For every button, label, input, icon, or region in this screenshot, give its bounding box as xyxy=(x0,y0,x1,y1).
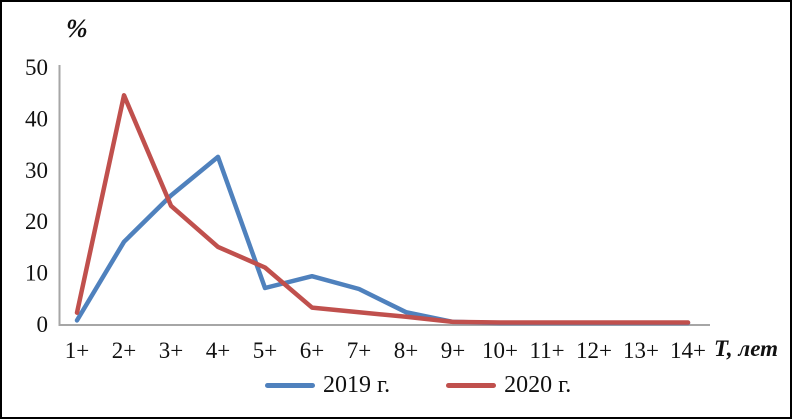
x-tick-label: 1+ xyxy=(65,338,89,363)
x-tick-label: 3+ xyxy=(159,338,183,363)
x-tick-label: 10+ xyxy=(482,338,518,363)
line-chart-plot: 0 10 20 30 40 50 1+ 2+ 3+ 4+ 5+ 6+ 7+ 8+ 9+ 10+ 11+ 12+ 13… xyxy=(25,55,710,363)
legend-item-2020: 2020 г. xyxy=(446,372,571,399)
series-line-2019 xyxy=(74,154,691,326)
x-tick-label: 14+ xyxy=(670,338,706,363)
legend: 2019 г. 2020 г. xyxy=(265,372,571,399)
x-tick-label: 12+ xyxy=(576,338,612,363)
x-tick-label: 11+ xyxy=(529,338,564,363)
y-tick-label: 0 xyxy=(37,312,49,337)
x-tick-label: 13+ xyxy=(623,338,659,363)
x-tick-label: 6+ xyxy=(300,338,324,363)
x-tick-label: 5+ xyxy=(253,338,277,363)
legend-swatch-2019-line xyxy=(265,383,315,388)
y-tick-label: 20 xyxy=(25,209,48,234)
x-tick-label: 7+ xyxy=(347,338,371,363)
legend-label-2020: 2020 г. xyxy=(504,372,572,398)
legend-swatch-2020-line xyxy=(446,383,497,388)
y-axis-unit-label: % xyxy=(66,14,88,43)
x-tick-label: 9+ xyxy=(441,338,465,363)
series-line-2020 xyxy=(74,93,691,325)
x-axis-title: Т, лет xyxy=(714,336,779,361)
x-tick-label: 8+ xyxy=(394,338,418,363)
legend-item-2019: 2019 г. xyxy=(265,372,390,399)
legend-label-2019: 2019 г. xyxy=(323,372,391,398)
y-tick-label: 40 xyxy=(25,106,48,131)
y-tick-label: 10 xyxy=(25,261,48,286)
y-tick-label: 30 xyxy=(25,158,48,183)
x-tick-label: 2+ xyxy=(112,338,136,363)
x-tick-label: 4+ xyxy=(206,338,230,363)
y-tick-label: 50 xyxy=(25,55,48,80)
